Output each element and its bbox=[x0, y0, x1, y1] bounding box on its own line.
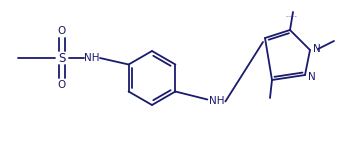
Text: methyl stub up: methyl stub up bbox=[286, 15, 296, 17]
Text: NH: NH bbox=[84, 53, 100, 63]
Text: O: O bbox=[58, 80, 66, 90]
Text: S: S bbox=[58, 51, 66, 64]
Text: N: N bbox=[308, 72, 316, 82]
Text: N: N bbox=[313, 44, 321, 54]
Text: NH: NH bbox=[209, 97, 224, 107]
Text: O: O bbox=[58, 26, 66, 36]
